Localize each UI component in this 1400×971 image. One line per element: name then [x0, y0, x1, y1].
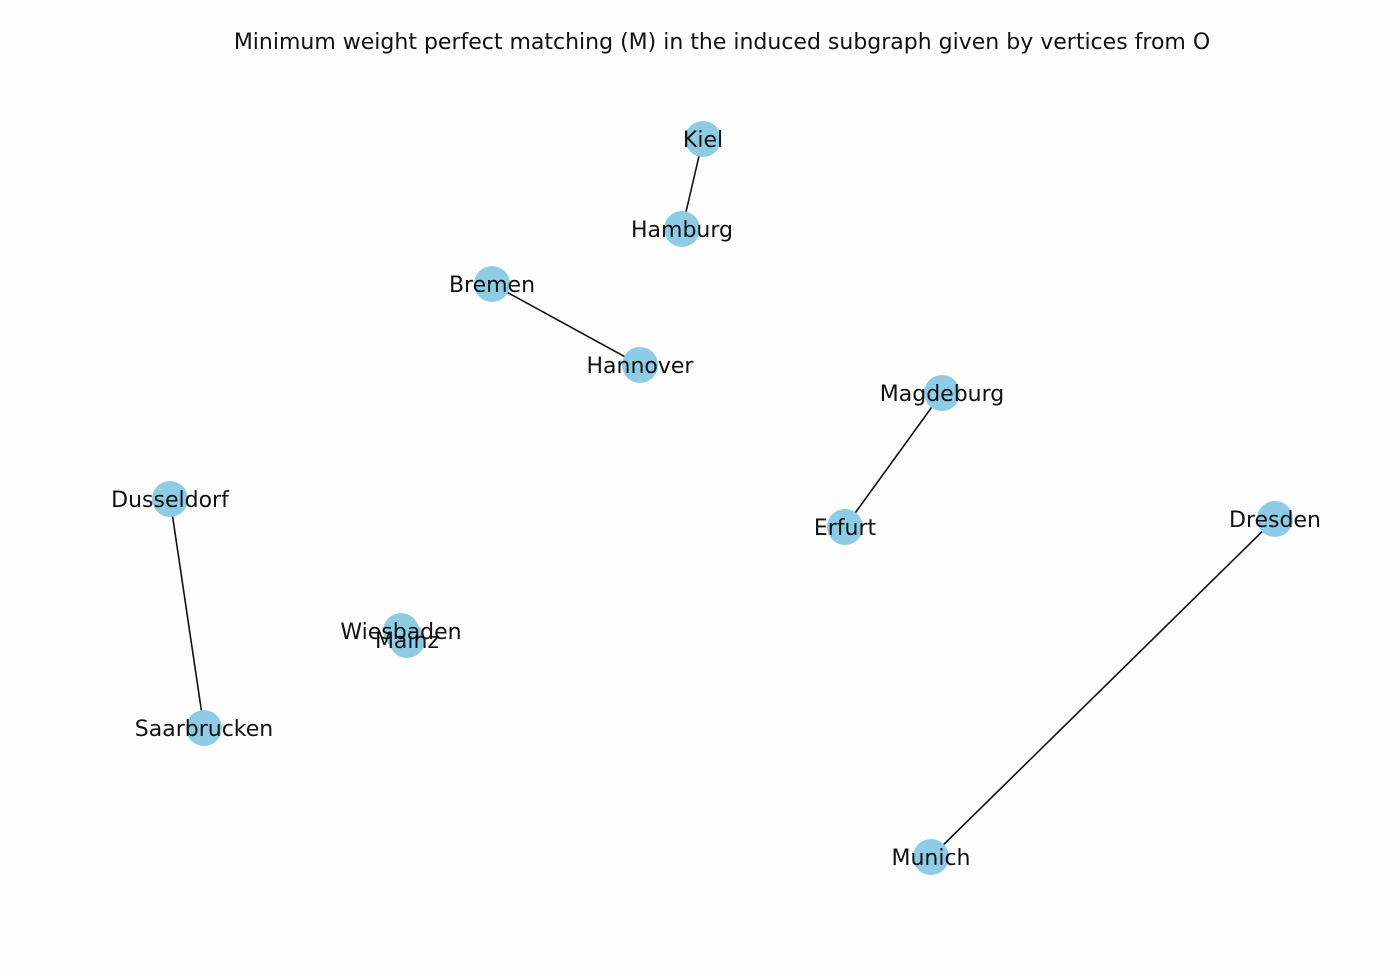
- node-label-kiel: Kiel: [683, 128, 723, 153]
- node-label-dresden: Dresden: [1229, 508, 1321, 533]
- edge-dresden-munich: [930, 518, 1276, 858]
- node-label-erfurt: Erfurt: [814, 516, 877, 541]
- node-label-magdeburg: Magdeburg: [880, 382, 1004, 407]
- node-saarbrucken: [186, 710, 222, 746]
- node-dresden: [1257, 501, 1293, 537]
- node-label-munich: Munich: [891, 846, 970, 871]
- node-dusseldorf: [152, 481, 188, 517]
- node-label-hamburg: Hamburg: [631, 218, 733, 243]
- edge-layer: [169, 138, 1276, 858]
- node-munich: [913, 839, 949, 875]
- node-layer: [152, 121, 1293, 875]
- edge-magdeburg-erfurt: [844, 392, 943, 528]
- node-label-bremen: Bremen: [449, 273, 535, 298]
- node-label-mainz: Mainz: [375, 629, 439, 654]
- edge-dusseldorf-saarbrucken: [169, 498, 205, 729]
- label-layer: Kiel Hamburg Bremen Hannover Magdeburg Erfurt…: [111, 128, 1321, 871]
- node-bremen: [474, 266, 510, 302]
- figure-title: Minimum weight perfect matching (M) in t…: [233, 30, 1211, 55]
- node-label-saarbrucken: Saarbrucken: [135, 717, 273, 742]
- node-label-hannover: Hannover: [587, 354, 695, 379]
- node-hannover: [622, 347, 658, 383]
- node-kiel: [685, 121, 721, 157]
- node-mainz: [389, 622, 425, 658]
- edge-bremen-hannover: [491, 283, 641, 366]
- node-erfurt: [827, 509, 863, 545]
- node-hamburg: [664, 211, 700, 247]
- node-label-dusseldorf: Dusseldorf: [111, 488, 230, 513]
- node-magdeburg: [924, 375, 960, 411]
- node-label-wiesbaden: Wiesbaden: [340, 620, 461, 645]
